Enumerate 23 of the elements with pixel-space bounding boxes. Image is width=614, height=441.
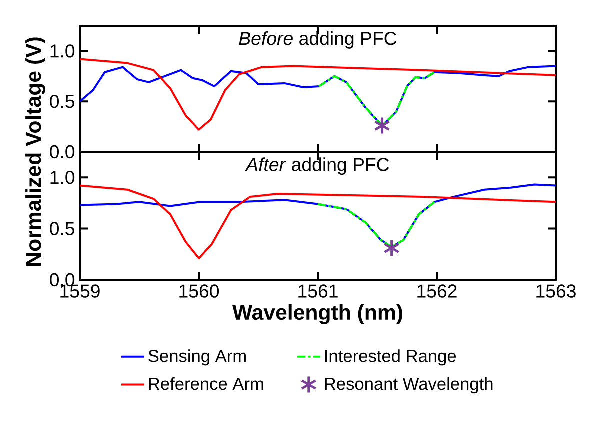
line-series <box>80 58 556 131</box>
y-tick-label: 1.0 <box>50 44 75 58</box>
chart-title: After adding PFC <box>245 158 390 176</box>
y-axis-title: Normalized Voltage (V) <box>26 38 46 266</box>
y-tick-label: 0.5 <box>50 94 75 108</box>
y-tick-label: 0.0 <box>50 145 75 159</box>
line-series <box>80 184 556 260</box>
line-series <box>80 184 556 248</box>
y-tick-label: 1.0 <box>50 170 75 184</box>
legend-label: Sensing Arm <box>148 350 246 366</box>
x-tick-label: 1559 <box>60 284 100 298</box>
line-series <box>317 201 436 248</box>
y-tick-label: 0.0 <box>50 273 75 287</box>
legend-label: Interested Range <box>326 350 456 366</box>
legend-label: Reference Arm <box>149 377 264 390</box>
x-tick-label: 1562 <box>418 284 457 298</box>
x-tick-label: 1561 <box>298 284 338 298</box>
legend-label: Resonant Wavelength <box>325 377 493 394</box>
x-axis-title: Wavelength (nm) <box>232 304 402 324</box>
y-tick-label: 0.5 <box>50 222 75 236</box>
x-tick-label: 1560 <box>180 284 220 298</box>
x-tick-label: 1563 <box>536 284 576 298</box>
chart-title: Before adding PFC <box>239 32 397 49</box>
